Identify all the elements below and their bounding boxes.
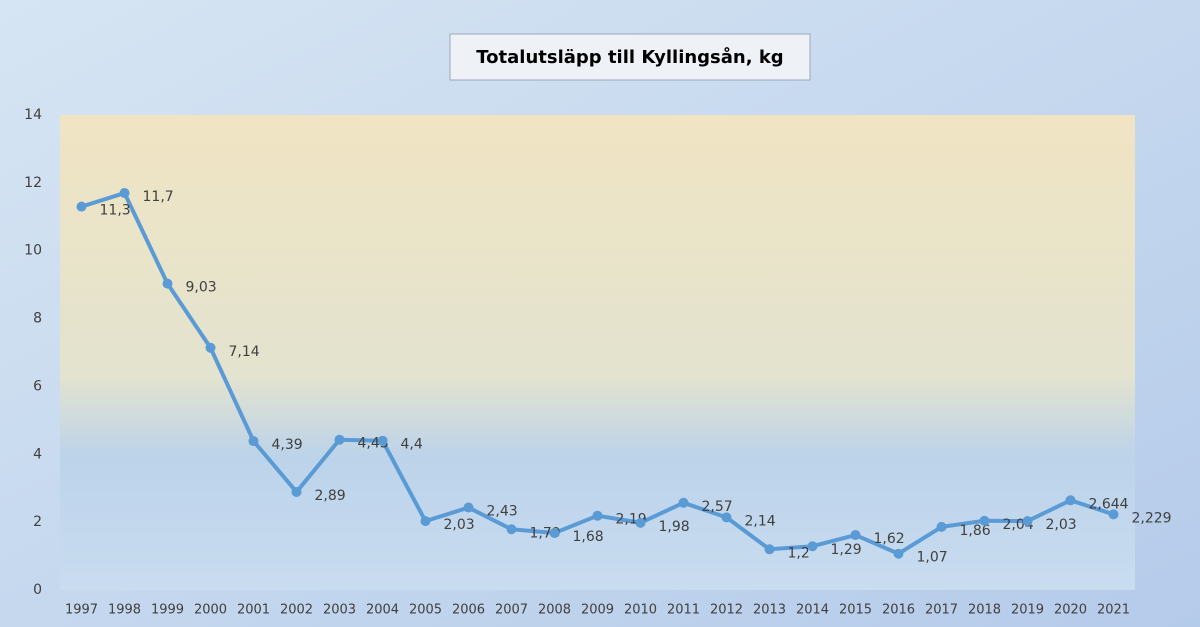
x-tick-label: 2008 [538,603,571,618]
data-label: 9,03 [186,280,217,296]
data-point [936,521,947,532]
y-tick-label: 12 [24,175,42,191]
x-tick-label: 2017 [925,603,958,618]
data-point [850,530,861,541]
data-point [1065,495,1076,506]
x-tick-label: 2006 [452,603,485,618]
title-box [449,33,811,81]
x-tick-label: 2002 [280,603,313,618]
data-point [807,541,818,552]
data-point [721,512,732,523]
y-tick-label: 2 [33,514,42,530]
data-point [678,497,689,508]
data-point [76,201,87,212]
chart-title: Totalutsläpp till Kyllingsån, kg [476,46,783,68]
x-tick-label: 2009 [581,603,614,618]
y-tick-label: 0 [33,582,42,598]
data-point [506,524,517,535]
data-point [979,515,990,526]
data-label: 4,39 [272,437,303,453]
data-label: 2,57 [702,499,733,515]
data-point [162,278,173,289]
x-tick-label: 2019 [1011,603,1044,618]
data-label: 2,03 [1046,517,1077,533]
y-tick-label: 10 [24,243,42,259]
data-label: 2,89 [315,488,346,504]
data-point [420,516,431,527]
data-point [248,436,259,447]
x-tick-label: 2021 [1097,603,1130,618]
x-tick-label: 1997 [65,603,98,618]
data-label: 1,62 [874,531,905,547]
data-label: 7,14 [229,344,260,360]
data-point [119,188,130,199]
x-tick-label: 2010 [624,603,657,618]
data-label: 2,14 [745,513,776,529]
data-label: 2,229 [1132,510,1172,526]
x-tick-label: 2020 [1054,603,1087,618]
data-point [635,517,646,528]
data-label: 11,3 [100,203,131,219]
data-point [334,434,345,445]
data-point [1022,516,1033,527]
x-tick-label: 2004 [366,603,399,618]
x-tick-label: 2014 [796,603,829,618]
data-label: 1,98 [659,519,690,535]
data-label: 4,4 [401,437,423,453]
data-label: 2,644 [1089,496,1129,512]
x-tick-label: 2003 [323,603,356,618]
data-point [764,544,775,555]
data-label: 1,68 [573,529,604,545]
data-label: 1,2 [788,545,810,561]
data-point [893,548,904,559]
data-point [463,502,474,513]
y-tick-label: 6 [33,378,42,394]
x-tick-label: 2015 [839,603,872,618]
data-point [549,528,560,538]
x-tick-label: 2007 [495,603,528,618]
data-point [291,486,302,497]
y-tick-label: 4 [33,446,42,462]
y-tick-label: 8 [33,311,42,327]
y-tick-label: 14 [24,107,42,123]
x-tick-label: 2011 [667,603,700,618]
x-tick-label: 2001 [237,603,270,618]
data-label: 2,03 [444,517,475,533]
data-point [205,342,216,353]
data-point [1108,509,1119,520]
x-tick-label: 2012 [710,603,743,618]
data-point [592,510,603,521]
x-tick-label: 2016 [882,603,915,618]
data-label: 1,07 [917,550,948,566]
x-tick-label: 2018 [968,603,1001,618]
data-label: 1,29 [831,542,862,558]
data-label: 1,86 [960,523,991,539]
data-label: 2,43 [487,504,518,520]
x-tick-label: 1999 [151,603,184,618]
data-point [377,435,388,446]
x-tick-label: 2000 [194,603,227,618]
x-tick-label: 1998 [108,603,141,618]
data-label: 11,7 [143,189,174,205]
x-tick-label: 2013 [753,603,786,618]
x-tick-label: 2005 [409,603,442,618]
